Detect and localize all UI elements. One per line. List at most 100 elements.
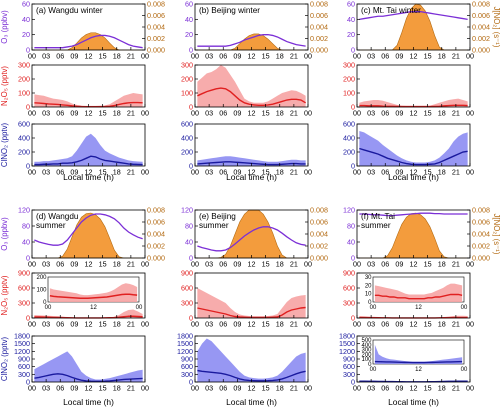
n2o5-ytick-label: 0 (351, 103, 355, 112)
o3-panel-xtick-label: 00 (141, 260, 149, 269)
clno2-panel-xtick-label: 06 (56, 384, 64, 393)
o3-panel-xtick-label: 00 (353, 260, 361, 269)
jno2-ytick-right-label: 0.006 (310, 11, 328, 20)
n2o5-panel-xtick-label: 15 (99, 320, 107, 329)
n2o5-inset-xtick-label: 00 (461, 305, 468, 311)
clno2-panel-xtick-label: 06 (381, 384, 389, 393)
jno2-ytick-right-label: 0.004 (147, 23, 165, 32)
n2o5-inset-ytick-label: 10 (365, 292, 372, 298)
n2o5-panel-xtick-label: 06 (381, 320, 389, 329)
n2o5-panel-xtick-label: 21 (127, 109, 135, 118)
clno2-ytick-label: 200 (343, 148, 355, 157)
o3-panel-xtick-label: 03 (42, 260, 50, 269)
o3-ytick-label: 60 (22, 0, 30, 9)
n2o5-panel-xtick-label: 03 (367, 109, 375, 118)
n2o5-panel-xtick-label: 00 (353, 109, 361, 118)
clno2-panel-xtick-label: 00 (353, 168, 361, 177)
clno2-panel-xtick-label: 18 (276, 384, 284, 393)
o3-panel-xtick-label: 00 (304, 260, 312, 269)
n2o5-ytick-label: 900 (18, 269, 30, 278)
o3-panel-xtick-label: 06 (219, 260, 227, 269)
clno2-panel-xtick-label: 15 (99, 384, 107, 393)
o3-panel-xtick-label: 09 (70, 260, 78, 269)
clno2-ytick-label: 900 (18, 355, 30, 364)
panel-title: (d) Wangdu (36, 212, 79, 221)
jno2-ytick-right-label: 0.008 (147, 206, 165, 215)
o3-panel-xtick-label: 21 (127, 52, 135, 61)
jno2-ytick-right-label: 0.000 (147, 254, 165, 263)
clno2-panel-xtick-label: 03 (42, 384, 50, 393)
clno2-panel-xtick-label: 12 (410, 168, 418, 177)
n2o5-inset-ytick-label: 20 (365, 283, 372, 289)
clno2-panel-xtick-label: 06 (56, 168, 64, 177)
clno2-ytick-label: 600 (343, 120, 355, 129)
o3-panel-xtick-label: 15 (424, 52, 432, 61)
clno2-panel-xtick-label: 06 (219, 168, 227, 177)
n2o5-ytick-label: 0 (189, 314, 193, 323)
clno2-ytick-label: 0 (26, 378, 30, 387)
clno2-ytick-label: 1800 (177, 332, 193, 341)
n2o5-ytick-label: 200 (181, 75, 193, 84)
n2o5-band (197, 65, 306, 107)
n2o5-panel-xtick-label: 12 (85, 109, 93, 118)
n2o5-panel-xtick-label: 09 (395, 109, 403, 118)
o3-ytick-label: 80 (347, 222, 355, 231)
clno2-inset-xtick-label: 00 (370, 367, 377, 373)
clno2-mean-line (34, 155, 143, 166)
n2o5-panel-xtick-label: 03 (42, 320, 50, 329)
n2o5-inset-mean-line (49, 293, 138, 299)
clno2-panel-xtick-label: 09 (395, 168, 403, 177)
o3-ytick-label: 80 (185, 222, 193, 231)
jno2-ytick-right-label: 0.002 (310, 242, 328, 251)
o3-ytick-label: 80 (22, 222, 30, 231)
panel-title: summer (199, 221, 229, 230)
n2o5-panel-xtick-label: 18 (438, 320, 446, 329)
clno2-band (197, 338, 306, 382)
n2o5-panel-xtick-label: 09 (395, 320, 403, 329)
o3-ytick-label: 0 (189, 46, 193, 55)
jno2-ytick-right-label: 0.004 (472, 23, 490, 32)
clno2-panel-xtick-label: 18 (438, 384, 446, 393)
n2o5-ytick-label: 300 (181, 299, 193, 308)
clno2-ytick-label: 1800 (14, 332, 30, 341)
clno2-panel-xtick-label: 09 (395, 384, 403, 393)
clno2-ytick-label: 1500 (339, 339, 355, 348)
panel-title: (a) Wangdu winter (36, 6, 103, 15)
o3-ytick-label: 120 (343, 206, 355, 215)
clno2-panel-xtick-label: 21 (127, 168, 135, 177)
clno2-ytick-label: 0 (351, 162, 355, 171)
clno2-panel-xtick-label: 18 (113, 168, 121, 177)
jno2-ytick-right-label: 0.000 (310, 46, 328, 55)
o3-panel-xtick-label: 09 (395, 52, 403, 61)
clno2-panel-xtick-label: 03 (367, 168, 375, 177)
clno2-panel-xtick-label: 18 (113, 384, 121, 393)
jno2-ytick-right-label: 0.006 (147, 11, 165, 20)
clno2-ytick-label: 400 (181, 134, 193, 143)
o3-panel-xtick-label: 00 (28, 260, 36, 269)
o3-panel-xtick-label: 21 (127, 260, 135, 269)
n2o5-panel-xtick-label: 15 (424, 109, 432, 118)
clno2-ytick-label: 1200 (339, 347, 355, 356)
n2o5-panel-xtick-label: 18 (113, 320, 121, 329)
o3-panel-xtick-label: 00 (28, 52, 36, 61)
clno2-panel-xtick-label: 15 (262, 384, 270, 393)
n2o5-panel-xtick-label: 09 (70, 320, 78, 329)
o3-panel-xtick-label: 03 (205, 260, 213, 269)
jno2-ytick-right-label: 0.002 (310, 34, 328, 43)
clno2-panel-xtick-label: 00 (304, 168, 312, 177)
clno2-band (34, 133, 143, 166)
o3-panel-xtick-label: 06 (56, 52, 64, 61)
n2o5-ytick-label: 0 (351, 314, 355, 323)
n2o5-panel-xtick-label: 09 (233, 320, 241, 329)
clno2-panel-xtick-label: 00 (466, 384, 474, 393)
o3-ytick-label: 0 (26, 46, 30, 55)
clno2-inset-ytick-label: 500 (361, 338, 372, 344)
o3-panel-xtick-label: 12 (248, 52, 256, 61)
o3-panel-xtick-label: 06 (381, 260, 389, 269)
n2o5-panel-xtick-label: 00 (28, 109, 36, 118)
o3-panel-xtick-label: 21 (290, 52, 298, 61)
n2o5-panel-xtick-label: 18 (276, 320, 284, 329)
